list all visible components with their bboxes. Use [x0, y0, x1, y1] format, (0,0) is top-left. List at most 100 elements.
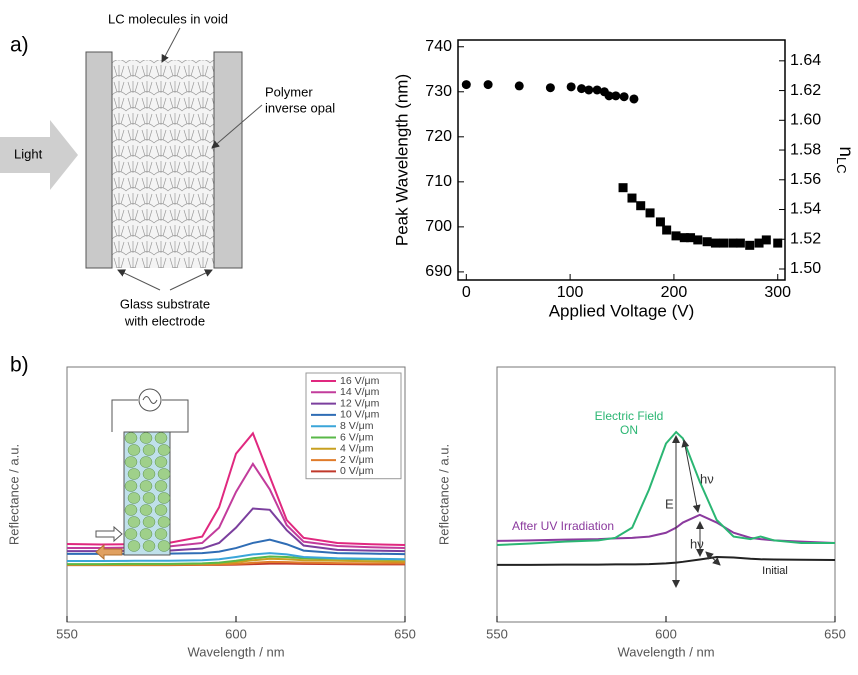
- x-tick-label: 600: [225, 626, 247, 641]
- point: [461, 80, 471, 90]
- sphere: [139, 504, 153, 516]
- point: [693, 235, 703, 245]
- sphere: [142, 516, 156, 528]
- point: [584, 85, 594, 95]
- point: [604, 91, 614, 101]
- x-axis-label: Wavelength / nm: [617, 644, 714, 659]
- legend-label: 6 V/μm: [340, 431, 374, 443]
- pointer: [161, 27, 181, 63]
- y2-tick-label: 1.52: [790, 230, 821, 247]
- x-tick-label: 650: [394, 626, 416, 641]
- sphere: [124, 528, 138, 540]
- series-label: Initial: [762, 565, 788, 577]
- sphere: [139, 432, 153, 444]
- sphere: [154, 456, 168, 468]
- legend-label: 4 V/μm: [340, 443, 374, 455]
- sphere: [127, 540, 141, 552]
- legend-label: 10 V/μm: [340, 409, 380, 421]
- x-axis-label: Wavelength / nm: [187, 644, 284, 659]
- sphere: [157, 540, 171, 552]
- point: [566, 82, 576, 92]
- series-label: After UV Irradiation: [512, 519, 615, 533]
- point: [618, 183, 628, 193]
- annotation: hν: [700, 471, 714, 486]
- out-arrow: [95, 543, 123, 561]
- legend-label: 2 V/μm: [340, 454, 374, 466]
- sphere: [154, 480, 168, 492]
- y2-tick-label: 1.58: [790, 141, 821, 158]
- x-tick-label: 550: [56, 626, 78, 641]
- sphere: [139, 528, 153, 540]
- point: [745, 240, 755, 250]
- point: [773, 238, 783, 248]
- x-tick-label: 600: [655, 626, 677, 641]
- sphere: [139, 480, 153, 492]
- point: [686, 233, 696, 243]
- lc-label: LC molecules in void: [108, 11, 228, 26]
- y-axis-label: Peak Wavelength (nm): [392, 74, 411, 246]
- legend-label: 16 V/μm: [340, 375, 380, 387]
- cell-diagram: Light LC molecules in void: [0, 11, 263, 291]
- circuit-wire: [111, 399, 189, 433]
- light-label: Light: [14, 146, 43, 161]
- glass-right: [213, 51, 243, 269]
- y-tick-label: 700: [425, 218, 452, 235]
- point: [629, 94, 639, 104]
- point: [710, 238, 720, 248]
- lc-texture: [112, 60, 214, 268]
- sphere: [142, 468, 156, 480]
- point: [483, 80, 493, 90]
- x-tick-label: 550: [486, 626, 508, 641]
- in-arrow: [95, 525, 123, 543]
- opal-label: inverse opal: [265, 100, 335, 115]
- x-tick-label: 0: [462, 284, 471, 301]
- point: [679, 233, 689, 243]
- y2-tick-label: 1.64: [790, 52, 821, 69]
- arrow: [705, 551, 721, 566]
- point: [545, 83, 555, 93]
- legend-label: 0 V/μm: [340, 465, 374, 477]
- plot-frame: [457, 39, 786, 281]
- point: [611, 91, 621, 101]
- sphere: [124, 432, 138, 444]
- y2-axis-label: nLC: [834, 146, 856, 173]
- sphere: [154, 504, 168, 516]
- x-tick-label: 650: [824, 626, 846, 641]
- point: [636, 201, 646, 211]
- point: [662, 225, 672, 235]
- sphere: [154, 432, 168, 444]
- pointer: [117, 269, 161, 291]
- sphere: [142, 492, 156, 504]
- y2-tick-label: 1.50: [790, 260, 821, 277]
- sphere: [139, 456, 153, 468]
- point: [619, 92, 629, 102]
- point: [671, 231, 681, 241]
- sphere: [124, 456, 138, 468]
- pointer: [169, 269, 213, 291]
- sphere: [124, 504, 138, 516]
- panel-label: b): [10, 354, 29, 377]
- y-tick-label: 710: [425, 173, 452, 190]
- y2-tick-label: 1.62: [790, 82, 821, 99]
- glass-left: [85, 51, 113, 269]
- point: [577, 84, 587, 94]
- glass-label: Glass substrate: [120, 296, 210, 311]
- arrow: [681, 439, 701, 513]
- sphere: [154, 528, 168, 540]
- panel-label: a): [10, 34, 29, 57]
- y-axis-label: Reflectance / a.u.: [436, 444, 451, 545]
- sine: [142, 396, 158, 404]
- sphere: [127, 468, 141, 480]
- series-label: Electric Field ON: [594, 409, 664, 437]
- sphere: [127, 444, 141, 456]
- line-series: [67, 552, 406, 563]
- light-arrow: [0, 120, 78, 190]
- sphere: [124, 480, 138, 492]
- annotation: hν: [690, 536, 704, 551]
- point: [645, 208, 655, 218]
- x-tick-label: 100: [557, 284, 584, 301]
- y2-label-sub: LC: [834, 157, 849, 174]
- sphere: [157, 444, 171, 456]
